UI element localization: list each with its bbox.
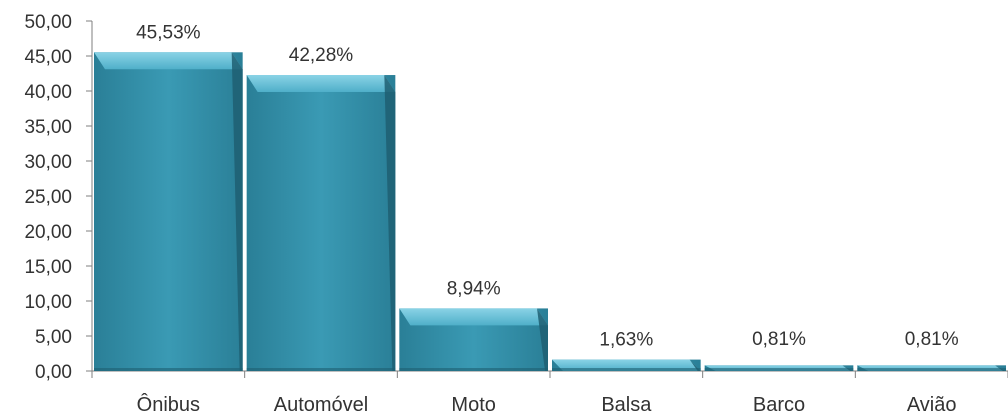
bars xyxy=(94,52,1006,371)
y-tick-label: 40,00 xyxy=(24,82,72,103)
bar-side-face xyxy=(995,365,1006,371)
bar-2 xyxy=(399,308,548,371)
y-tick-label: 15,00 xyxy=(24,257,72,278)
bar-bottom-edge xyxy=(94,368,243,371)
x-category-label: Ônibus xyxy=(137,393,200,416)
data-label: 8,94% xyxy=(447,278,501,299)
data-label: 0,81% xyxy=(905,329,959,350)
bar-bottom-edge xyxy=(399,368,548,371)
y-tick-label: 20,00 xyxy=(24,222,72,243)
y-tick-label: 30,00 xyxy=(24,152,72,173)
bar-5 xyxy=(857,365,1006,371)
bar-bottom-edge xyxy=(552,368,701,371)
bar-bottom-edge xyxy=(857,368,1006,371)
x-category-label: Avião xyxy=(907,394,957,416)
x-category-label: Barco xyxy=(753,394,805,416)
bar-top-face xyxy=(246,75,396,93)
bar-front xyxy=(246,75,396,371)
bar-top-face xyxy=(94,52,243,70)
y-tick-label: 50,00 xyxy=(24,12,72,33)
bar-1 xyxy=(246,75,396,371)
x-category-label: Balsa xyxy=(601,394,652,416)
y-tick-label: 25,00 xyxy=(24,187,72,208)
x-category-label: Automóvel xyxy=(274,394,369,416)
bar-4 xyxy=(704,365,854,371)
y-tick-label: 0,00 xyxy=(35,362,72,383)
bar-bottom-edge xyxy=(246,368,396,371)
axes: 0,00 5,00 10,00 15,00 20,00 25,00 30,00 35,00 40… xyxy=(24,12,1008,383)
labels: 45,53% 42,28% 8,94% 1,63% 0,81% 0,81% Ônibus Au… xyxy=(136,22,959,416)
bar-3 xyxy=(552,359,701,371)
data-label: 0,81% xyxy=(752,329,806,350)
x-category-label: Moto xyxy=(451,394,495,416)
bar-front xyxy=(94,52,243,371)
data-label: 45,53% xyxy=(136,22,201,43)
y-tick-label: 45,00 xyxy=(24,47,72,68)
bar-side-face xyxy=(537,308,548,371)
bar-bottom-edge xyxy=(704,368,854,371)
data-label: 1,63% xyxy=(599,330,653,351)
bar-side-face xyxy=(689,359,701,371)
y-tick-label: 10,00 xyxy=(24,292,72,313)
bar-0 xyxy=(94,52,243,371)
y-tick-label: 5,00 xyxy=(35,327,72,348)
y-tick-label: 35,00 xyxy=(24,117,72,138)
data-label: 42,28% xyxy=(289,45,354,66)
bar-side-face xyxy=(384,75,396,371)
bar-top-face xyxy=(399,308,548,326)
bar-side-face xyxy=(842,365,854,371)
bar-side-face xyxy=(231,52,243,371)
